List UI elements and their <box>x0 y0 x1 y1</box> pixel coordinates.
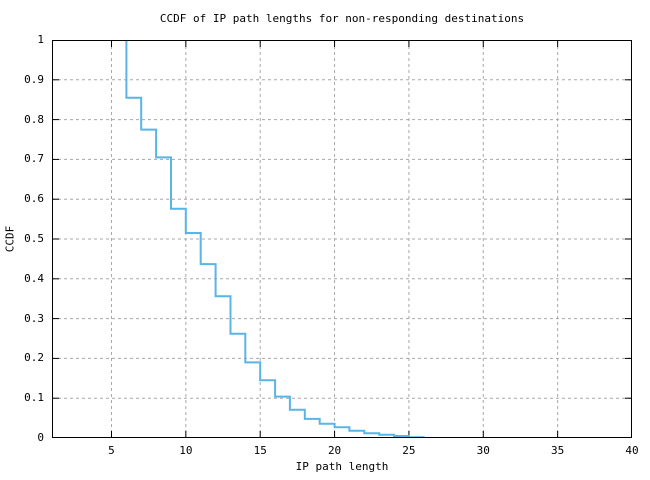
y-tick-label: 0.9 <box>24 72 44 86</box>
plot-border <box>52 40 632 438</box>
ccdf-step-curve <box>111 40 425 438</box>
y-tick-label: 1 <box>37 33 44 46</box>
x-tick-label: 30 <box>476 444 490 457</box>
y-tick-label: 0 <box>37 431 44 444</box>
x-axis-label: IP path length <box>295 460 389 473</box>
x-tick-label: 25 <box>402 444 416 457</box>
y-tick-label: 0.8 <box>24 112 44 126</box>
y-tick-label: 0.6 <box>24 192 44 206</box>
y-tick-label: 0.1 <box>24 391 44 405</box>
x-tick-label: 5 <box>108 444 115 457</box>
x-tick-label: 35 <box>551 444 565 457</box>
y-tick-label: 0.7 <box>24 152 44 166</box>
y-tick-label: 0.3 <box>24 311 44 325</box>
y-axis-label: CCDF <box>3 225 17 253</box>
x-tick-label: 10 <box>179 444 193 457</box>
chart-title: CCDF of IP path lengths for non-respondi… <box>159 12 525 25</box>
x-tick-label: 20 <box>327 444 342 457</box>
y-tick-label: 0.2 <box>24 351 44 365</box>
y-tick-label: 0.4 <box>24 271 44 285</box>
y-tick-label: 0.5 <box>24 232 44 245</box>
x-tick-label: 40 <box>625 444 639 457</box>
x-tick-label: 15 <box>253 444 267 457</box>
plot-area <box>52 40 632 438</box>
